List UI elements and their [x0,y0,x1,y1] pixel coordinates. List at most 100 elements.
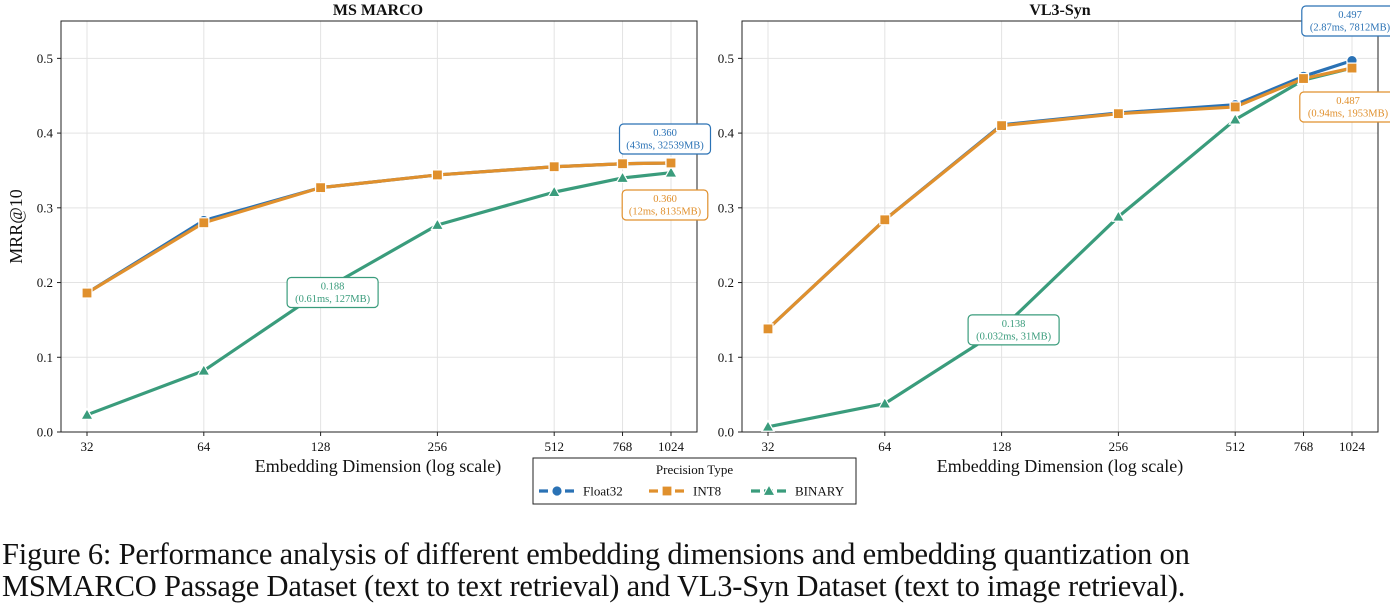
annotation-float32: 0.497 (2.87ms, 7812MB) [1301,5,1390,37]
data-point-binary [760,419,776,432]
annotation-box [621,189,709,221]
legend-label-int8: INT8 [693,484,721,499]
x-tick-label: 32 [762,439,775,454]
plot-frame [741,20,1379,433]
legend-marker-float32 [551,485,563,497]
data-point-int8 [431,169,443,181]
x-tick-label: 1024 [658,439,685,454]
x-tick-label: 128 [992,439,1012,454]
y-tick-label: 0.2 [718,275,734,290]
data-point-binary [1228,112,1243,125]
annotation-binary: 0.188(0.61ms, 127MB) [286,276,379,309]
y-axis-label: MRR@10 [6,189,26,264]
chart-title: VL3-Syn [1029,2,1090,19]
annotation-box [618,123,712,155]
data-point-int8 [1229,101,1241,113]
annotation-box [1301,5,1390,37]
annotation-float32: 0.360(43ms, 32539MB) [618,123,712,155]
x-axis-label: Embedding Dimension (log scale) [937,456,1183,477]
chart-panel-1: 0.0 0.1 0.2 0.3 0.4 0.5 32 64 128 256 512 768 1024 MS… [6,2,712,477]
y-tick-label: 0.5 [37,51,53,66]
data-point-int8 [1297,72,1310,85]
annotation-value: 0.138 [1002,319,1026,330]
x-tick-label: 512 [1225,439,1245,454]
series-line-binary [85,171,673,417]
x-tick-label: 512 [544,439,564,454]
annotation-value: 0.360 [653,128,677,139]
x-tick-label: 256 [428,439,448,454]
annotation-box [967,314,1060,346]
annotation-box [1299,91,1390,123]
x-tick-label: 256 [1109,439,1129,454]
series-line-int8 [85,161,673,295]
caption-line-2: MSMARCO Passage Dataset (text to text re… [2,569,1186,603]
y-tick-label: 0.3 [37,200,53,215]
data-point-binary [547,184,562,198]
plot-frame [60,20,698,433]
x-tick-label: 32 [81,439,94,454]
chart-panel-2: 0.0 0.1 0.2 0.3 0.4 0.5 32 64 128 256 512 768 1024 VL… [718,2,1390,477]
x-tick-label: 768 [613,439,633,454]
data-point-int8 [198,217,210,229]
y-tick-label: 0.4 [37,126,54,141]
data-point-int8 [762,323,774,335]
data-point-int8 [1112,108,1125,120]
y-tick-label: 0.0 [37,425,53,440]
annotation-value: 0.497 [1338,10,1362,21]
y-tick-label: 0.2 [37,275,53,290]
data-point-int8 [315,182,327,194]
y-tick-label: 0.4 [718,126,735,141]
data-point-int8 [616,158,629,170]
data-point-binary [877,396,892,409]
y-tick-label: 0.3 [718,200,734,215]
y-tick-label: 0.1 [37,350,53,365]
annotation-detail: (2.87ms, 7812MB) [1310,23,1390,34]
legend-label-binary: BINARY [795,484,845,499]
y-tick-label: 0.0 [718,425,734,440]
annotation-detail: (0.61ms, 127MB) [295,294,370,305]
series-line-int8 [766,66,1354,331]
annotation-detail: (12ms, 8135MB) [629,206,702,217]
data-point-int8 [995,120,1008,132]
legend: Precision Type Float32 INT8 BINARY [532,457,857,505]
x-tick-label: 1024 [1339,439,1366,454]
x-axis-label: Embedding Dimension (log scale) [255,456,501,477]
x-tick-label: 768 [1294,439,1314,454]
legend-marker-binary [761,483,777,497]
data-point-binary [663,165,679,178]
series-line-float32 [766,59,1354,331]
figure: 0.0 0.1 0.2 0.3 0.4 0.5 32 64 128 256 512 768 1024 MS… [6,2,1390,505]
legend-label-float32: Float32 [583,484,623,499]
annotation-value: 0.188 [321,282,345,293]
data-point-int8 [548,161,560,173]
data-point-int8 [665,157,677,169]
x-tick-label: 128 [311,439,331,454]
data-point-binary [615,170,630,184]
caption-line-1: Figure 6: Performance analysis of differ… [2,537,1190,571]
annotation-int8: 0.360(12ms, 8135MB) [621,189,709,221]
figure-caption: Figure 6: Performance analysis of differ… [2,538,1390,602]
y-tick-label: 0.1 [718,350,734,365]
annotation-detail: (43ms, 32539MB) [626,140,704,151]
data-point-int8 [1346,62,1358,74]
data-point-int8 [879,214,891,226]
legend-frame [532,457,857,505]
data-point-binary [1111,209,1126,222]
annotation-value: 0.360 [653,194,677,205]
x-tick-label: 64 [878,439,892,454]
legend-marker-int8 [661,485,673,497]
legend-title: Precision Type [656,462,733,477]
figure-svg: 0.0 0.1 0.2 0.3 0.4 0.5 32 64 128 256 512 768 1024 MS… [6,2,1390,505]
annotation-binary: 0.138(0.032ms, 31MB) [967,314,1060,346]
annotation-detail: (0.94ms, 1953MB) [1308,109,1389,120]
annotation-box [286,276,379,309]
annotation-int8: 0.487 (0.94ms, 1953MB) [1299,91,1390,123]
data-point-binary [79,407,95,420]
y-tick-label: 0.5 [718,51,734,66]
data-point-binary [196,363,211,376]
x-tick-label: 64 [197,439,211,454]
annotation-detail: (0.032ms, 31MB) [976,331,1051,342]
data-point-int8 [81,287,93,299]
annotation-value: 0.487 [1336,96,1360,107]
data-point-binary [430,217,445,231]
